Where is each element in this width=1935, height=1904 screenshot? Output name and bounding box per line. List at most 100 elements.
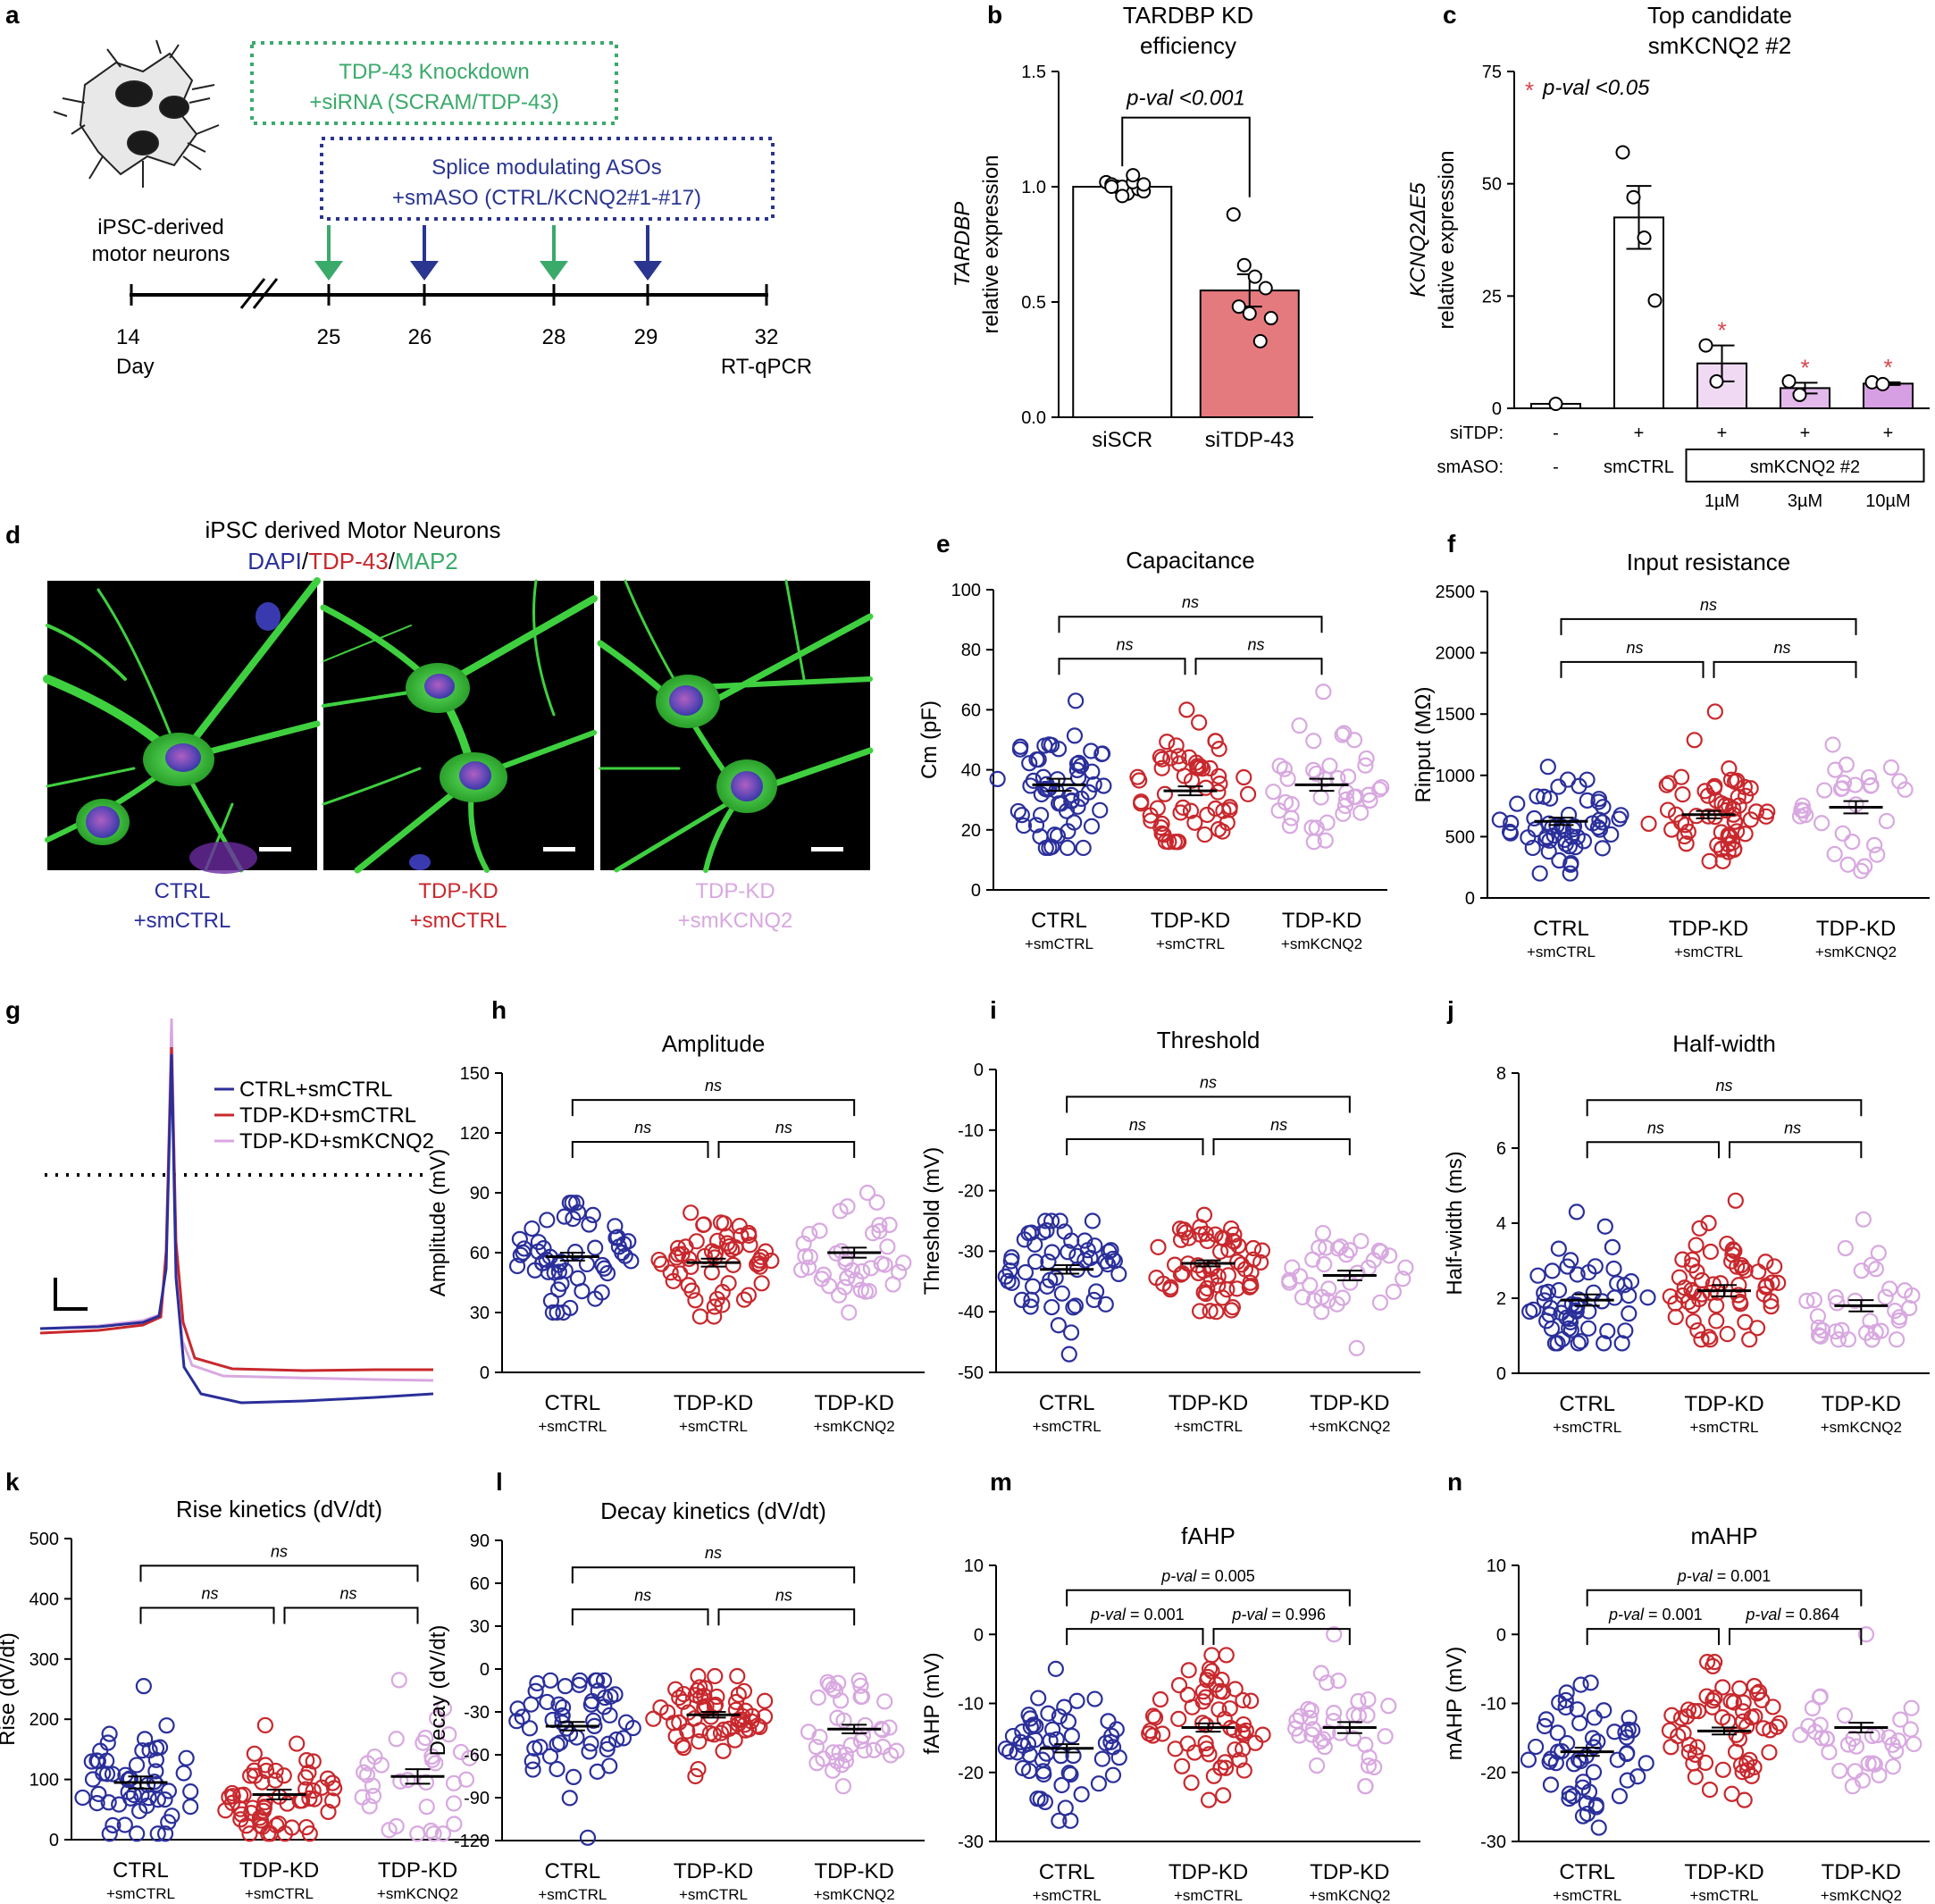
dot-l-0-19 bbox=[565, 1768, 582, 1786]
y-tick-label-l-3: -30 bbox=[464, 1703, 490, 1723]
dot-n-0-23 bbox=[1611, 1788, 1629, 1805]
dot-k-2-5 bbox=[356, 1764, 373, 1781]
dot-h-2-36 bbox=[837, 1254, 854, 1271]
group-sub-e-0: +smCTRL bbox=[1025, 935, 1093, 952]
dot-f-1-46 bbox=[1686, 732, 1703, 749]
dot-l-1-30 bbox=[715, 1742, 732, 1759]
title-k: Rise kinetics (dV/dt) bbox=[176, 1496, 382, 1522]
dot-h-2-7 bbox=[853, 1262, 871, 1280]
stain-legend: DAPI/TDP-43/MAP2 bbox=[247, 548, 458, 575]
bracket-12-n bbox=[1729, 1628, 1863, 1646]
dot-i-0-43 bbox=[1060, 1244, 1076, 1261]
dot-e-2-9 bbox=[1265, 784, 1282, 801]
dot-i-1-55 bbox=[1150, 1238, 1167, 1255]
dot-m-0-35 bbox=[1030, 1690, 1047, 1707]
dot-l-1-35 bbox=[729, 1667, 746, 1685]
y-tick-label-c-2: 50 bbox=[1482, 175, 1502, 195]
dot-i-2-8 bbox=[1306, 1292, 1323, 1309]
dot-k-0-46 bbox=[128, 1757, 146, 1774]
dot-n-1-32 bbox=[1686, 1703, 1703, 1720]
day-29: 29 bbox=[634, 325, 658, 349]
dot-h-1-43 bbox=[650, 1251, 667, 1269]
dot-k-0-37 bbox=[74, 1789, 91, 1807]
title-e: Capacitance bbox=[1126, 547, 1255, 574]
dot-h-2-6 bbox=[801, 1248, 818, 1265]
group-label-n-0: CTRL bbox=[1559, 1860, 1615, 1884]
dot-h-1-42 bbox=[683, 1282, 700, 1299]
dot-j-1-44 bbox=[1763, 1298, 1780, 1315]
dot-h-1-31 bbox=[741, 1237, 758, 1254]
cell-label-line1: iPSC-derived bbox=[97, 215, 223, 239]
dot-h-1-11 bbox=[740, 1287, 758, 1304]
dot-i-0-12 bbox=[1043, 1244, 1060, 1261]
dot-f-0-34 bbox=[1590, 793, 1607, 810]
dot-n-1-24 bbox=[1688, 1739, 1706, 1756]
dot-h-0-19 bbox=[565, 1211, 582, 1228]
dot-l-1-19 bbox=[645, 1710, 662, 1727]
dot-k-2-20 bbox=[434, 1825, 452, 1842]
group-label-j-1: TDP-KD bbox=[1684, 1392, 1763, 1416]
dot-k-1-59 bbox=[221, 1789, 238, 1806]
dot-n-0-34 bbox=[1586, 1709, 1603, 1726]
dot-n-2-18 bbox=[1866, 1756, 1883, 1773]
panel-letter-i: i bbox=[990, 996, 997, 1024]
dot-k-2-15 bbox=[452, 1743, 470, 1761]
rowlabel-smaso: smASO: bbox=[1437, 457, 1504, 477]
bracket-02-n bbox=[1586, 1589, 1863, 1606]
dot-i-0-48 bbox=[1025, 1278, 1042, 1295]
category-b-0: siSCR bbox=[1092, 428, 1152, 452]
dot-h-0-21 bbox=[524, 1220, 540, 1237]
title-m: fAHP bbox=[1181, 1522, 1236, 1549]
dot-i-1-40 bbox=[1211, 1243, 1229, 1260]
dot-n-0-18 bbox=[1609, 1751, 1626, 1768]
dot-f-0-6 bbox=[1491, 811, 1508, 828]
dot-m-1-0 bbox=[1218, 1647, 1235, 1664]
dot-e-1-58 bbox=[1182, 802, 1200, 819]
dot-i-1-45 bbox=[1172, 1266, 1190, 1283]
dot-f-1-13 bbox=[1658, 776, 1675, 793]
smkcnq2-label: smKCNQ2 #2 bbox=[1750, 457, 1860, 477]
comparison-01-i: ns bbox=[1129, 1116, 1146, 1134]
caption-ctrl-2: +smCTRL bbox=[134, 909, 231, 933]
dot-n-2-23 bbox=[1792, 1726, 1809, 1743]
dot-i-0-51 bbox=[1017, 1263, 1035, 1281]
dot-l-2-31 bbox=[819, 1673, 836, 1690]
dot-l-0-21 bbox=[539, 1693, 556, 1711]
dot-l-2-21 bbox=[833, 1692, 850, 1709]
group-sub-l-1: +smCTRL bbox=[679, 1886, 748, 1903]
ylabel-m: fAHP (mV) bbox=[920, 1652, 944, 1754]
dot-k-0-32 bbox=[111, 1796, 128, 1813]
dot-m-1-25 bbox=[1152, 1690, 1169, 1708]
bracket-01-j bbox=[1586, 1141, 1720, 1159]
dot-m-0-48 bbox=[1009, 1744, 1026, 1761]
point-c-2-0 bbox=[1698, 338, 1713, 353]
dot-k-0-40 bbox=[178, 1749, 195, 1766]
dot-h-0-30 bbox=[550, 1263, 567, 1280]
dot-f-2-10 bbox=[1882, 759, 1900, 776]
dot-n-0-54 bbox=[1617, 1724, 1634, 1740]
dot-k-2-29 bbox=[440, 1726, 457, 1743]
group-sub-n-2: +smKCNQ2 bbox=[1821, 1887, 1902, 1904]
dot-f-0-45 bbox=[1526, 809, 1543, 827]
dot-e-2-22 bbox=[1317, 832, 1334, 849]
dot-i-0-44 bbox=[1099, 1256, 1117, 1273]
group-sub-i-1: +smCTRL bbox=[1174, 1418, 1243, 1435]
y-tick-label-i-0: -50 bbox=[958, 1363, 984, 1383]
point-c-3-0 bbox=[1781, 373, 1797, 389]
dot-j-0-45 bbox=[1567, 1302, 1584, 1319]
dot-n-1-48 bbox=[1687, 1746, 1704, 1764]
aso-title: Splice modulating ASOs bbox=[431, 155, 661, 180]
dot-f-1-17 bbox=[1721, 760, 1738, 777]
dot-i-1-1 bbox=[1208, 1304, 1225, 1321]
dot-j-2-5 bbox=[1888, 1331, 1906, 1348]
point-c-0-0 bbox=[1548, 396, 1563, 411]
title-line2-c: smKCNQ2 #2 bbox=[1648, 32, 1791, 59]
dot-n-0-48 bbox=[1536, 1717, 1554, 1735]
comparison-12-f: ns bbox=[1773, 639, 1790, 657]
dot-n-1-47 bbox=[1738, 1718, 1755, 1735]
dot-n-1-58 bbox=[1750, 1683, 1768, 1700]
dot-f-0-19 bbox=[1579, 792, 1596, 809]
dot-j-2-32 bbox=[1827, 1288, 1844, 1305]
bracket-02-h bbox=[571, 1099, 856, 1117]
dot-i-1-51 bbox=[1171, 1220, 1189, 1237]
